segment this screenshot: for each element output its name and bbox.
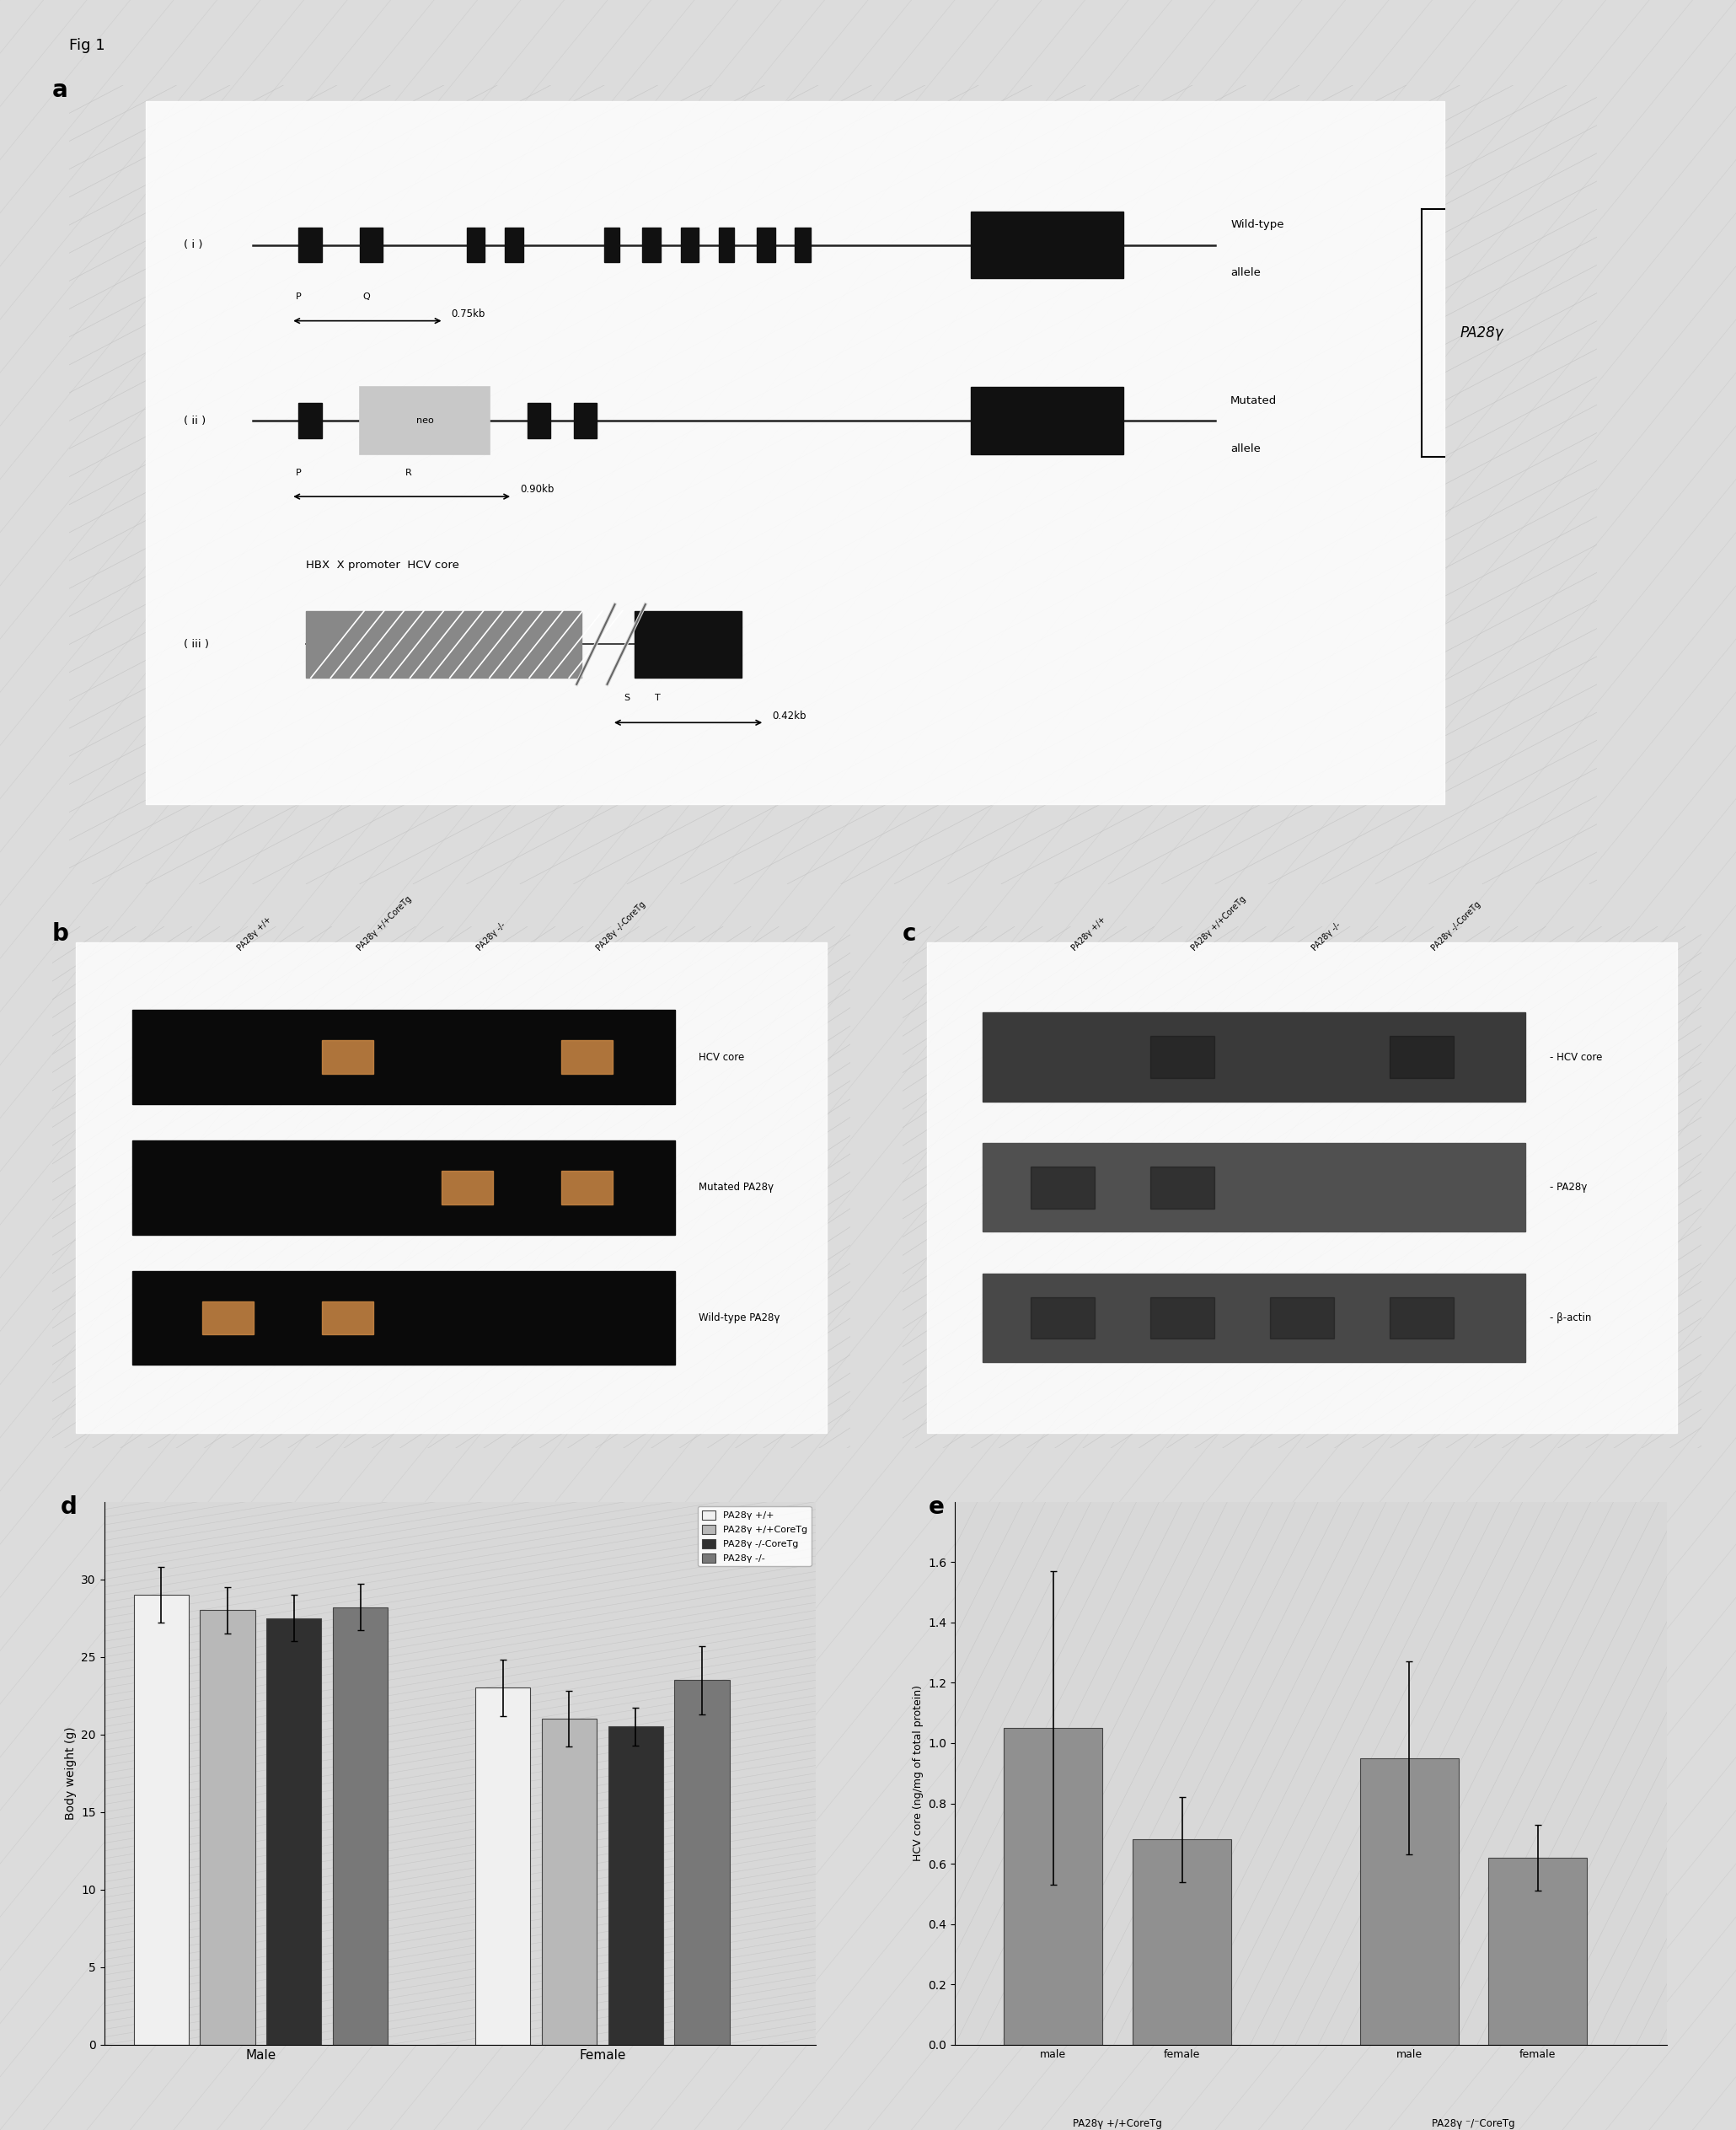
Text: PA28γ +/+CoreTg: PA28γ +/+CoreTg	[1073, 2117, 1161, 2128]
Text: allele: allele	[1231, 443, 1260, 454]
Bar	[983, 1144, 1526, 1231]
Bar	[132, 1140, 675, 1235]
Bar	[675, 1681, 729, 2045]
Bar	[608, 1727, 663, 2045]
Bar	[573, 403, 597, 439]
Bar	[561, 1172, 613, 1203]
Bar	[970, 388, 1123, 454]
Text: 0.42kb: 0.42kb	[773, 709, 806, 722]
Bar	[132, 1010, 675, 1103]
Text: S: S	[623, 694, 630, 703]
Text: a: a	[52, 79, 68, 102]
Text: - PA28γ: - PA28γ	[1550, 1182, 1587, 1193]
Bar	[983, 1012, 1526, 1101]
Text: ( iii ): ( iii )	[184, 639, 210, 650]
Text: R: R	[406, 469, 411, 477]
Text: P: P	[295, 292, 302, 300]
Text: d: d	[61, 1495, 78, 1519]
Text: PA28γ -/-CoreTg: PA28γ -/-CoreTg	[1430, 901, 1483, 952]
Bar	[1003, 1727, 1102, 2045]
Text: Wild-type: Wild-type	[1231, 219, 1285, 230]
Text: PA28γ +/+: PA28γ +/+	[1071, 916, 1108, 952]
Bar	[970, 211, 1123, 279]
Bar	[604, 228, 620, 262]
Bar	[1132, 1840, 1231, 2045]
Bar	[1151, 1035, 1213, 1078]
Bar	[299, 228, 321, 262]
Bar	[795, 228, 811, 262]
Bar	[1488, 1857, 1587, 2045]
Bar	[1359, 1757, 1458, 2045]
Bar	[359, 388, 490, 454]
Text: T: T	[654, 694, 660, 703]
Text: ( ii ): ( ii )	[184, 415, 207, 426]
Bar	[528, 403, 550, 439]
Text: PA28γ -/-: PA28γ -/-	[1311, 920, 1342, 952]
Text: PA28γ +/+: PA28γ +/+	[236, 916, 273, 952]
Bar	[467, 228, 484, 262]
Bar	[359, 228, 382, 262]
Text: PA28γ ⁻/⁻CoreTg: PA28γ ⁻/⁻CoreTg	[1432, 2117, 1516, 2128]
Bar	[505, 228, 523, 262]
Text: Mutated PA28γ: Mutated PA28γ	[700, 1182, 774, 1193]
Text: 0.90kb: 0.90kb	[521, 484, 554, 494]
Y-axis label: Body weight (g): Body weight (g)	[64, 1727, 76, 1819]
Bar	[134, 1595, 189, 2045]
Text: neo: neo	[417, 417, 434, 424]
Bar	[333, 1608, 387, 2045]
Bar	[983, 1274, 1526, 1363]
Bar	[1391, 1297, 1453, 1340]
Text: PA28γ +/+CoreTg: PA28γ +/+CoreTg	[356, 895, 413, 952]
Bar	[321, 1301, 373, 1336]
Bar	[542, 1719, 597, 2045]
Text: allele: allele	[1231, 268, 1260, 279]
Text: Mutated: Mutated	[1231, 396, 1278, 407]
Text: Wild-type PA28γ: Wild-type PA28γ	[700, 1312, 779, 1323]
Text: ( i ): ( i )	[184, 239, 203, 251]
Text: PA28γ: PA28γ	[1460, 326, 1503, 341]
Bar	[719, 228, 734, 262]
Bar	[266, 1619, 321, 2045]
Bar	[201, 1301, 253, 1336]
Bar	[1391, 1035, 1453, 1078]
Bar	[561, 1039, 613, 1074]
Text: P: P	[295, 469, 302, 477]
Bar	[635, 611, 741, 677]
Bar	[476, 1687, 529, 2045]
Bar	[146, 100, 1444, 805]
Bar	[757, 228, 776, 262]
Bar	[1151, 1167, 1213, 1208]
Text: Q: Q	[363, 292, 370, 300]
Bar	[1271, 1297, 1333, 1340]
Bar	[642, 228, 661, 262]
Text: 0.75kb: 0.75kb	[451, 309, 486, 320]
Text: PA28γ -/-: PA28γ -/-	[476, 920, 507, 952]
Text: HBX  X promoter  HCV core: HBX X promoter HCV core	[306, 560, 460, 571]
Text: e: e	[929, 1495, 944, 1519]
Bar	[200, 1610, 255, 2045]
Text: - HCV core: - HCV core	[1550, 1052, 1602, 1063]
Text: Fig 1: Fig 1	[69, 38, 106, 53]
Y-axis label: HCV core (ng/mg of total protein): HCV core (ng/mg of total protein)	[913, 1685, 924, 1862]
Bar	[132, 1272, 675, 1365]
Bar	[441, 1172, 493, 1203]
Bar	[306, 611, 582, 677]
Legend: PA28γ +/+, PA28γ +/+CoreTg, PA28γ -/-CoreTg, PA28γ -/-: PA28γ +/+, PA28γ +/+CoreTg, PA28γ -/-Cor…	[698, 1506, 811, 1566]
Text: c: c	[903, 922, 917, 946]
Bar	[681, 228, 700, 262]
Bar	[1151, 1297, 1213, 1340]
Bar	[321, 1039, 373, 1074]
Bar	[299, 403, 321, 439]
Text: PA28γ -/-CoreTg: PA28γ -/-CoreTg	[595, 901, 648, 952]
Text: b: b	[52, 922, 69, 946]
Text: HCV core: HCV core	[700, 1052, 745, 1063]
Bar	[1031, 1297, 1094, 1340]
Bar	[1031, 1167, 1094, 1208]
Text: - β-actin: - β-actin	[1550, 1312, 1592, 1323]
Text: PA28γ +/+CoreTg: PA28γ +/+CoreTg	[1191, 895, 1248, 952]
